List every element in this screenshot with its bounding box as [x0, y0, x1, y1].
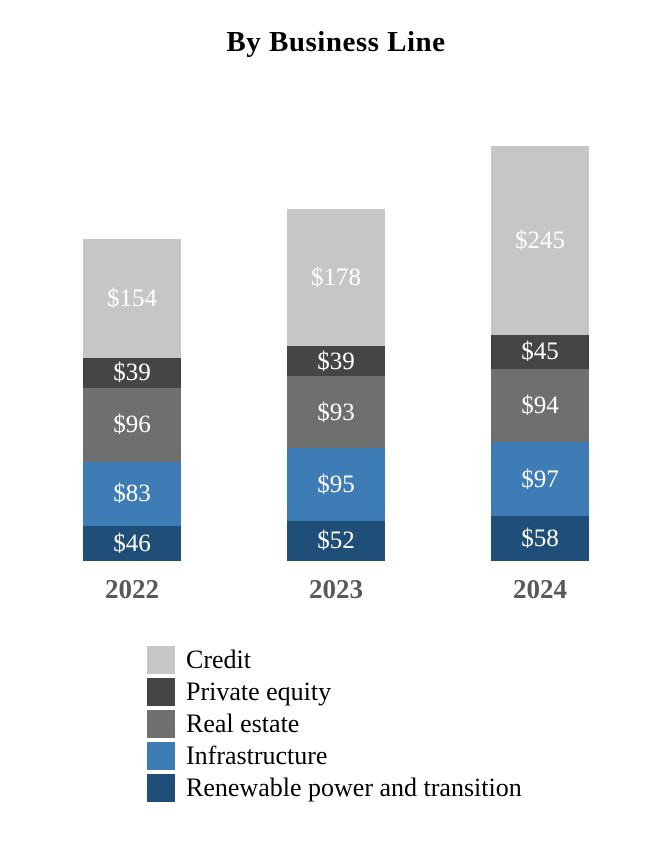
legend-item-renewable-power-and-transition: Renewable power and transition	[147, 774, 522, 802]
stacked-bar-2023: $178 $39 $93 $95 $52	[287, 209, 385, 561]
x-axis-label-2023: 2023	[309, 574, 363, 604]
bar-segment-infrastructure-2022: $83	[83, 461, 181, 526]
bar-segment-value-label: $95	[317, 470, 355, 498]
x-axis-label-2022: 2022	[105, 574, 159, 604]
bar-segment-credit-2024: $245	[491, 146, 589, 335]
chart-legend: Credit Private equity Real estate Infrastru…	[147, 646, 522, 806]
legend-swatch-renewable-power-and-transition	[147, 774, 175, 802]
legend-label-renewable-power-and-transition: Renewable power and transition	[186, 773, 522, 802]
bar-segment-real-estate-2023: $93	[287, 376, 385, 448]
x-axis-label-2024: 2024	[513, 574, 567, 604]
legend-label-private-equity: Private equity	[186, 677, 332, 706]
legend-label-real-estate: Real estate	[186, 709, 300, 738]
bar-segment-private-equity-2023: $39	[287, 346, 385, 377]
bar-segment-credit-2022: $154	[83, 239, 181, 358]
bar-segment-value-label: $93	[317, 398, 355, 426]
bar-segment-infrastructure-2024: $97	[491, 441, 589, 517]
bar-segment-value-label: $52	[317, 527, 355, 555]
bar-segment-credit-2023: $178	[287, 209, 385, 347]
bar-segment-renewable-power-and-transition-2024: $58	[491, 516, 589, 561]
bar-segment-value-label: $178	[311, 264, 361, 292]
bar-segment-value-label: $94	[521, 391, 559, 419]
legend-swatch-infrastructure	[147, 742, 175, 770]
bar-segment-value-label: $45	[521, 338, 559, 366]
bar-segment-renewable-power-and-transition-2023: $52	[287, 520, 385, 561]
bar-segment-renewable-power-and-transition-2022: $46	[83, 525, 181, 561]
bar-segment-real-estate-2022: $96	[83, 387, 181, 462]
legend-swatch-private-equity	[147, 678, 175, 706]
bar-segment-value-label: $46	[113, 529, 151, 557]
legend-item-credit: Credit	[147, 646, 522, 674]
bar-segment-value-label: $39	[317, 347, 355, 375]
legend-label-credit: Credit	[186, 645, 251, 674]
bar-segment-private-equity-2022: $39	[83, 357, 181, 388]
bar-segment-private-equity-2024: $45	[491, 334, 589, 370]
bar-segment-value-label: $96	[113, 411, 151, 439]
bar-segment-value-label: $39	[113, 359, 151, 387]
legend-label-infrastructure: Infrastructure	[186, 741, 328, 770]
legend-item-infrastructure: Infrastructure	[147, 742, 522, 770]
legend-swatch-real-estate	[147, 710, 175, 738]
bar-segment-value-label: $58	[521, 525, 559, 553]
legend-swatch-credit	[147, 646, 175, 674]
stacked-bar-2022: $154 $39 $96 $83 $46	[83, 239, 181, 561]
bar-segment-value-label: $83	[113, 480, 151, 508]
legend-item-private-equity: Private equity	[147, 678, 522, 706]
bar-segment-value-label: $154	[107, 284, 157, 312]
chart-title: By Business Line	[226, 26, 446, 58]
bar-segment-infrastructure-2023: $95	[287, 447, 385, 521]
legend-item-real-estate: Real estate	[147, 710, 522, 738]
stacked-bar-2024: $245 $45 $94 $97 $58	[491, 146, 589, 561]
bar-segment-real-estate-2024: $94	[491, 369, 589, 442]
bar-segment-value-label: $97	[521, 465, 559, 493]
bar-segment-value-label: $245	[515, 226, 565, 254]
